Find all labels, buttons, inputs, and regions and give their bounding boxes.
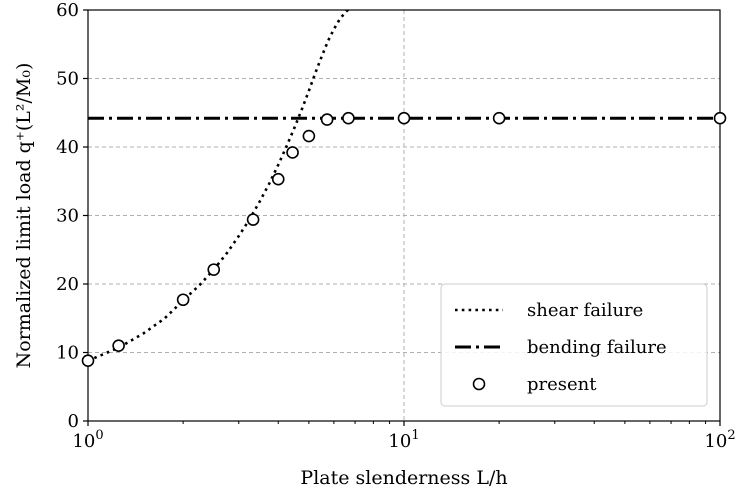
- present-marker-12: [713, 111, 727, 125]
- x-tick-label-1: 101: [388, 428, 419, 452]
- present-marker-10: [397, 111, 411, 125]
- present-marker-3: [207, 263, 221, 276]
- legend-box: [440, 283, 708, 407]
- y-tick-label-4: 40: [56, 137, 79, 158]
- present-marker-8: [320, 113, 334, 126]
- y-tick-label-1: 10: [56, 343, 79, 364]
- present-marker-5: [271, 172, 285, 186]
- legend-label-shear-failure: shear failure: [527, 300, 643, 321]
- present-marker-6: [286, 146, 299, 159]
- y-tick-label-3: 30: [56, 206, 79, 227]
- legend-label-bending-failure: bending failure: [527, 337, 667, 358]
- y-tick-label-0: 0: [68, 411, 79, 432]
- present-marker-4: [246, 213, 260, 226]
- present-marker-2: [176, 293, 190, 307]
- present-marker-9: [342, 111, 355, 125]
- y-tick-label-6: 60: [56, 0, 79, 21]
- y-tick-label-2: 20: [56, 274, 79, 295]
- y-axis-label: Normalized limit load q⁺(L²/M₀): [13, 63, 35, 369]
- y-tick-label-5: 50: [56, 69, 79, 90]
- present-marker-1: [112, 339, 125, 352]
- legend: shear failure bending failure present: [440, 283, 708, 407]
- x-tick-label-0: 100: [72, 428, 103, 452]
- x-tick-label-2: 102: [704, 428, 735, 452]
- legend-marker-present: [472, 377, 486, 391]
- x-axis-label: Plate slenderness L/h: [300, 467, 507, 489]
- legend-label-present: present: [527, 374, 597, 395]
- series-line-shear-failure: [88, 10, 350, 362]
- present-marker-11: [492, 111, 506, 125]
- present-marker-0: [81, 354, 95, 368]
- present-marker-7: [302, 129, 316, 143]
